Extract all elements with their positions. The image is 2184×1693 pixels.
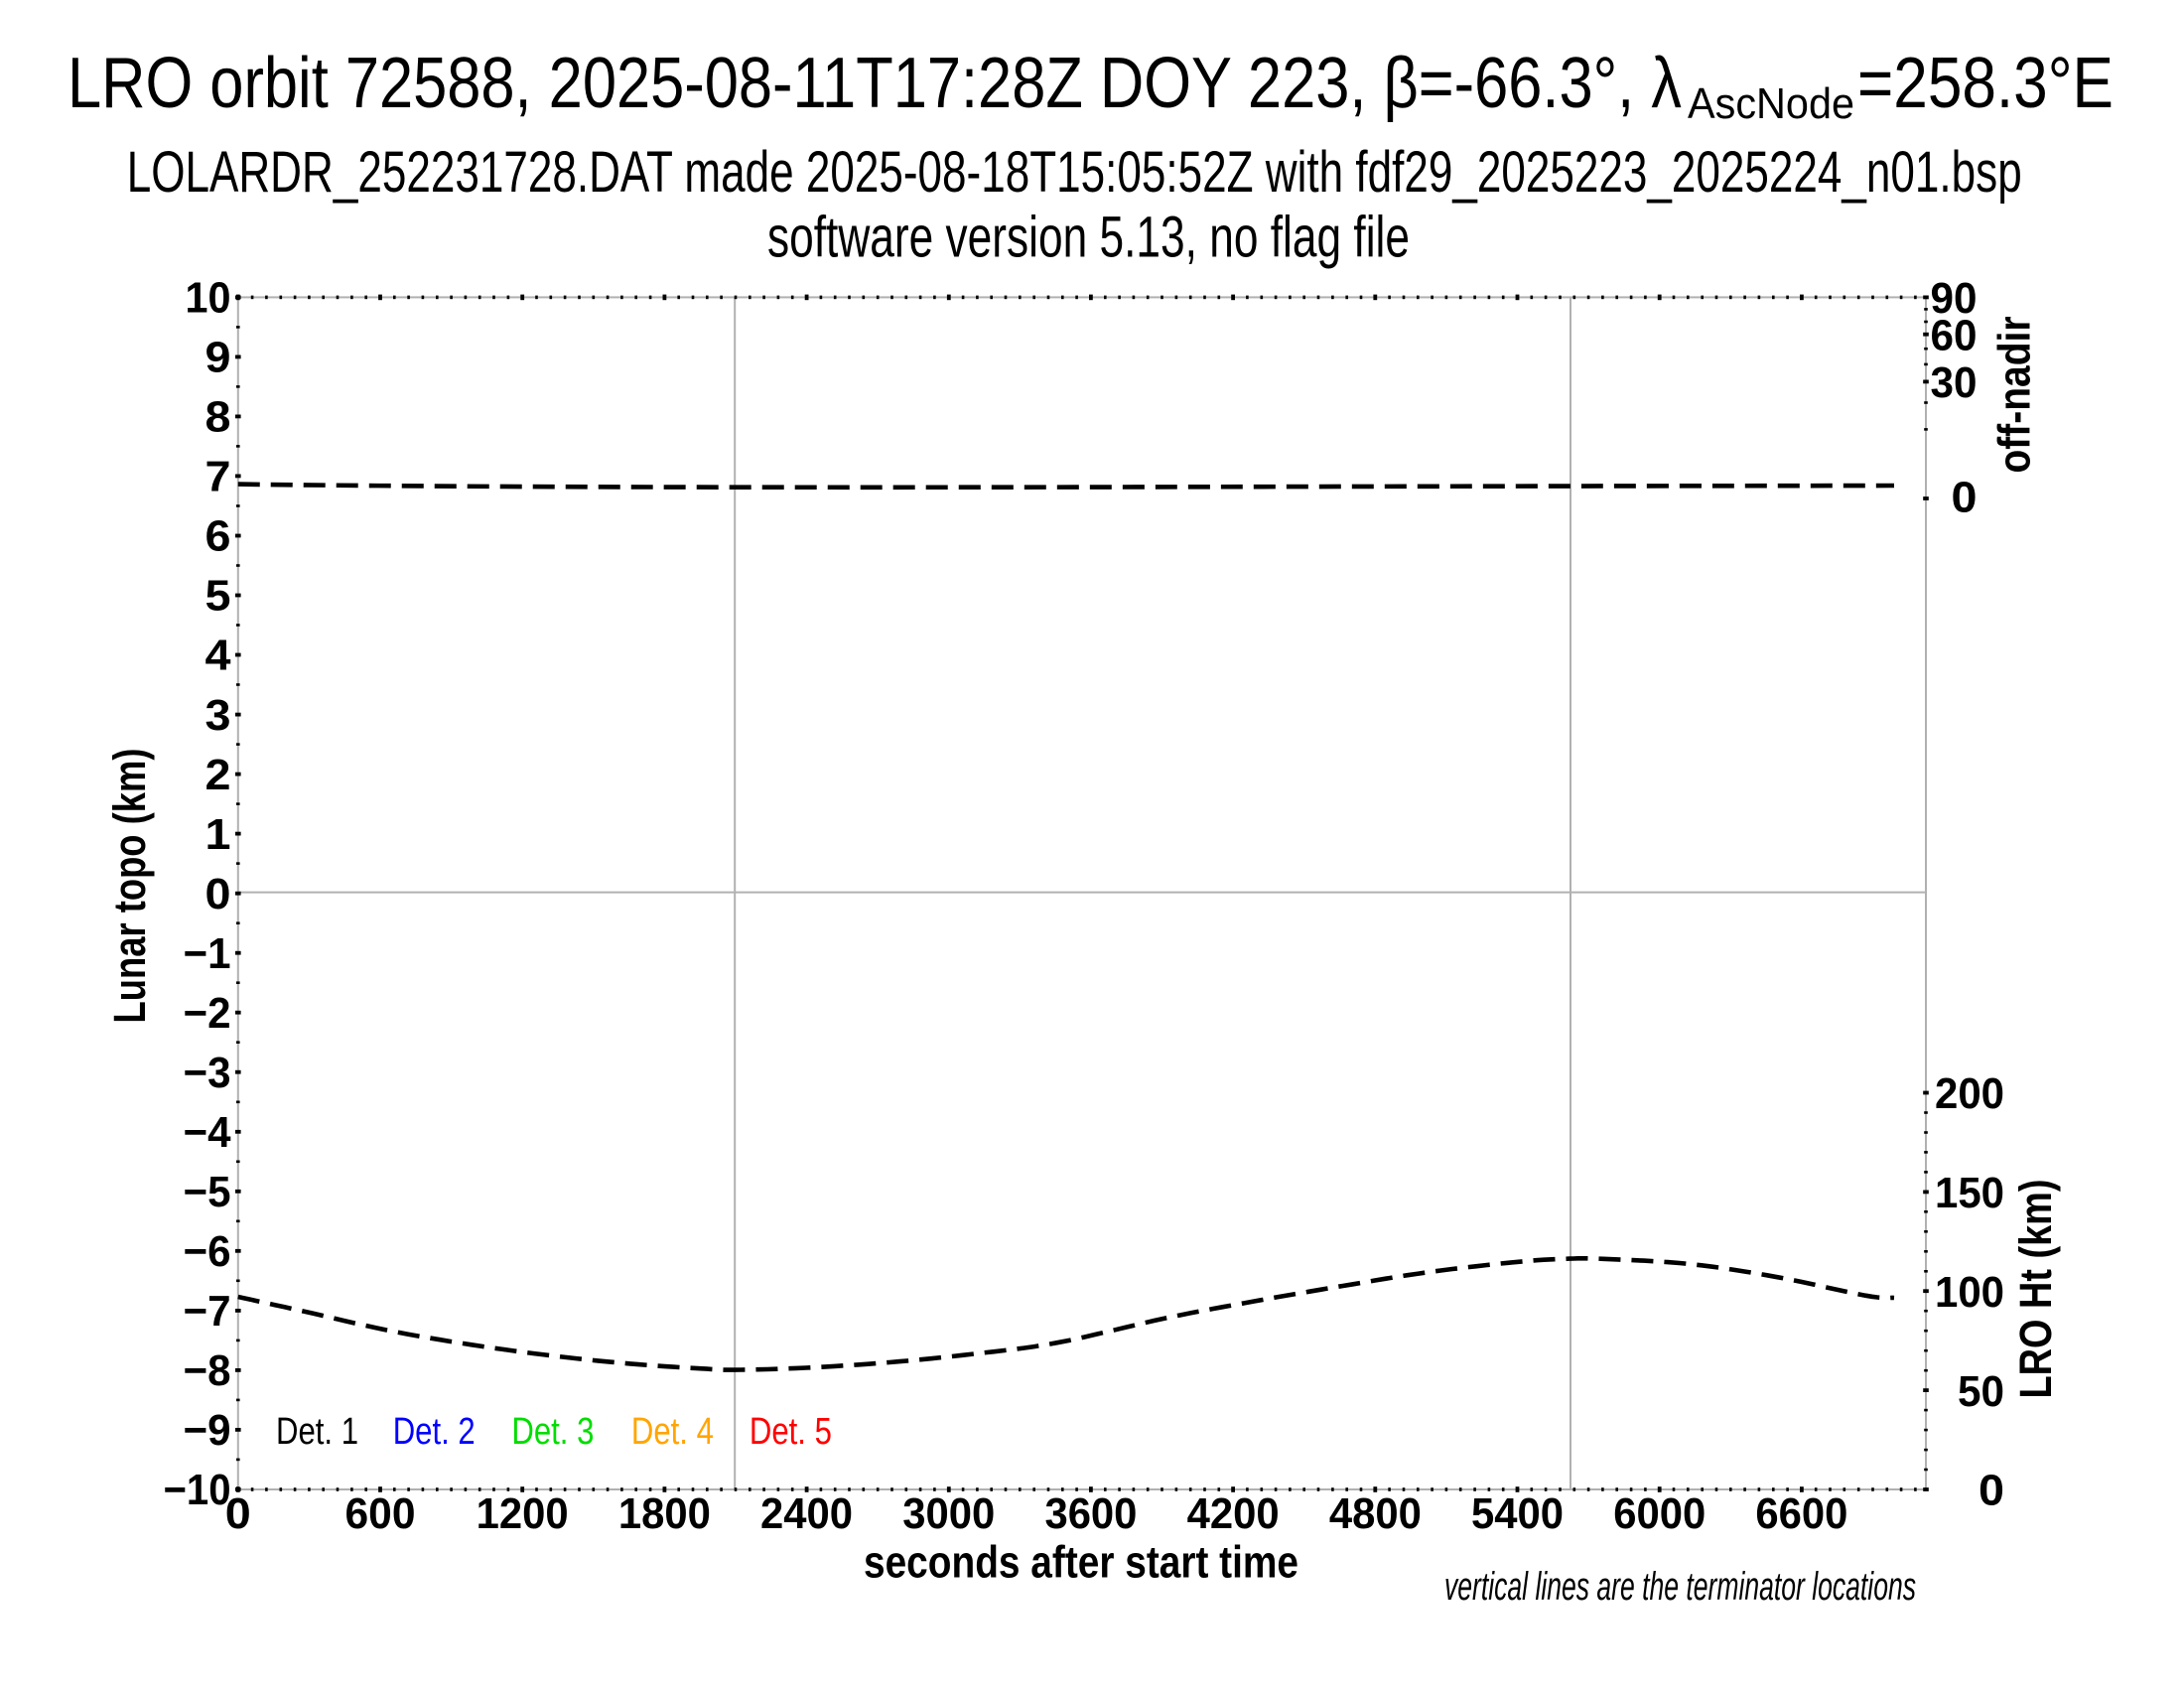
svg-text:−8: −8 [184,1346,231,1395]
svg-text:600: 600 [344,1489,415,1538]
svg-text:4: 4 [205,632,232,680]
svg-text:−5: −5 [184,1168,231,1216]
svg-text:4200: 4200 [1187,1489,1280,1538]
svg-text:50: 50 [1958,1367,2004,1416]
svg-text:Det. 5: Det. 5 [750,1411,832,1453]
svg-text:5: 5 [205,572,231,621]
svg-text:=258.3°E: =258.3°E [1857,44,2114,123]
svg-text:9: 9 [205,334,231,382]
svg-text:LRO Ht (km): LRO Ht (km) [2010,1180,2061,1399]
svg-text:−2: −2 [184,989,231,1038]
svg-text:0: 0 [1979,1467,2004,1515]
svg-text:60: 60 [1931,311,1978,359]
svg-text:30: 30 [1931,358,1978,407]
svg-text:0: 0 [225,1489,251,1538]
svg-text:−7: −7 [184,1287,231,1336]
svg-text:3000: 3000 [902,1489,995,1538]
svg-text:−9: −9 [184,1406,231,1455]
svg-text:1: 1 [205,810,231,859]
svg-text:10: 10 [186,274,231,323]
svg-text:Lunar topo (km): Lunar topo (km) [104,749,155,1024]
svg-text:200: 200 [1935,1069,2004,1118]
svg-text:−6: −6 [184,1227,231,1276]
svg-text:6600: 6600 [1755,1489,1847,1538]
svg-text:2: 2 [205,751,231,799]
svg-text:LOLARDR_252231728.DAT made 202: LOLARDR_252231728.DAT made 2025-08-18T15… [127,140,2022,205]
svg-text:−10: −10 [164,1466,231,1514]
svg-text:Det. 1: Det. 1 [276,1411,358,1453]
svg-text:4800: 4800 [1329,1489,1422,1538]
svg-text:100: 100 [1935,1268,2004,1317]
svg-text:off-nadir: off-nadir [1989,317,2040,474]
svg-text:−1: −1 [184,929,231,978]
svg-text:6: 6 [205,512,231,561]
svg-text:150: 150 [1935,1169,2004,1217]
svg-text:seconds after start time: seconds after start time [864,1536,1298,1587]
svg-text:−3: −3 [184,1049,231,1097]
svg-text:7: 7 [205,453,231,501]
svg-text:5400: 5400 [1471,1489,1564,1538]
svg-text:90: 90 [1931,274,1978,323]
svg-text:AscNode: AscNode [1688,79,1854,128]
svg-text:Det. 3: Det. 3 [511,1411,594,1453]
svg-text:−4: −4 [184,1108,232,1157]
svg-text:8: 8 [205,393,231,442]
svg-text:Det. 4: Det. 4 [631,1411,714,1453]
svg-text:software version 5.13, no flag: software version 5.13, no flag file [767,206,1410,270]
svg-text:Det. 2: Det. 2 [393,1411,476,1453]
svg-text:1200: 1200 [477,1489,569,1538]
svg-text:3: 3 [205,691,231,740]
svg-text:6000: 6000 [1613,1489,1706,1538]
svg-text:1800: 1800 [618,1489,711,1538]
svg-text:2400: 2400 [760,1489,853,1538]
svg-text:0: 0 [1952,474,1978,522]
svg-text:0: 0 [205,870,231,918]
svg-text:vertical lines are the termina: vertical lines are the terminator locati… [1444,1565,1916,1609]
svg-text:LRO orbit 72588, 2025-08-11T17: LRO orbit 72588, 2025-08-11T17:28Z DOY 2… [68,44,1682,123]
svg-text:3600: 3600 [1044,1489,1137,1538]
